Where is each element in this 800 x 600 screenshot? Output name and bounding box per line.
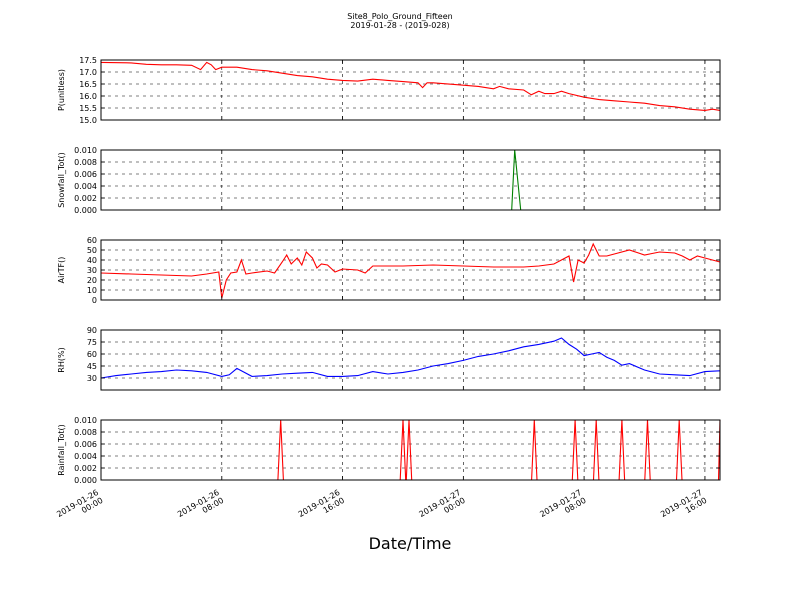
chart-subtitle: 2019-01-28 - (2019-028) xyxy=(350,21,450,30)
y-axis-label: P(unitless) xyxy=(57,69,66,111)
y-tick-label: 17.0 xyxy=(79,68,97,77)
y-tick-label: 0.008 xyxy=(74,158,97,167)
y-tick-label: 60 xyxy=(87,350,97,359)
y-tick-label: 0.002 xyxy=(74,464,97,473)
chart-title: Site8_Polo_Ground_Fifteen xyxy=(347,12,453,21)
y-axis-label: AirTF() xyxy=(57,257,66,284)
y-tick-label: 0.002 xyxy=(74,194,97,203)
x-tick-label: 2019-01-2600:00 xyxy=(55,488,104,527)
y-tick-label: 90 xyxy=(87,326,97,335)
x-tick-label: 2019-01-2616:00 xyxy=(297,488,346,527)
y-tick-label: 17.5 xyxy=(79,56,97,65)
y-tick-label: 0.004 xyxy=(74,182,97,191)
x-tick-label: 2019-01-2608:00 xyxy=(176,488,225,527)
y-tick-label: 0.006 xyxy=(74,170,97,179)
y-tick-label: 30 xyxy=(87,374,97,383)
panel-frame xyxy=(100,329,721,391)
y-tick-label: 0.000 xyxy=(74,476,97,485)
y-tick-label: 10 xyxy=(87,286,97,295)
panel-frame xyxy=(100,149,721,211)
y-tick-label: 60 xyxy=(87,236,97,245)
y-axis-label: RH(%) xyxy=(57,347,66,372)
y-tick-label: 75 xyxy=(87,338,97,347)
y-tick-label: 0.000 xyxy=(74,206,97,215)
y-axis-label: Snowfall_Tot() xyxy=(57,152,66,208)
y-tick-label: 0.004 xyxy=(74,452,97,461)
y-tick-label: 16.5 xyxy=(79,80,97,89)
panel-frame xyxy=(100,59,721,121)
y-axis-label: Rainfall_Tot() xyxy=(57,424,66,476)
y-tick-label: 0 xyxy=(92,296,97,305)
y-tick-label: 20 xyxy=(87,276,97,285)
y-tick-label: 30 xyxy=(87,266,97,275)
y-tick-label: 0.008 xyxy=(74,428,97,437)
series-line xyxy=(101,149,720,211)
y-tick-label: 40 xyxy=(87,256,97,265)
y-tick-label: 50 xyxy=(87,246,97,255)
series-line xyxy=(100,61,721,111)
y-tick-label: 15.5 xyxy=(79,104,97,113)
y-tick-label: 0.006 xyxy=(74,440,97,449)
y-tick-label: 0.010 xyxy=(74,416,97,425)
x-axis-label: Date/Time xyxy=(368,534,452,553)
panel-frame xyxy=(100,419,721,481)
y-tick-label: 15.0 xyxy=(79,116,97,125)
y-tick-label: 16.0 xyxy=(79,92,97,101)
series-line xyxy=(100,337,721,379)
y-tick-label: 45 xyxy=(87,362,97,371)
series-line xyxy=(100,242,721,299)
series-line xyxy=(101,419,721,481)
x-tick-label: 2019-01-2700:00 xyxy=(418,488,467,527)
x-tick-label: 2019-01-2716:00 xyxy=(659,488,708,527)
y-tick-label: 0.010 xyxy=(74,146,97,155)
x-tick-label: 2019-01-2708:00 xyxy=(538,488,587,527)
